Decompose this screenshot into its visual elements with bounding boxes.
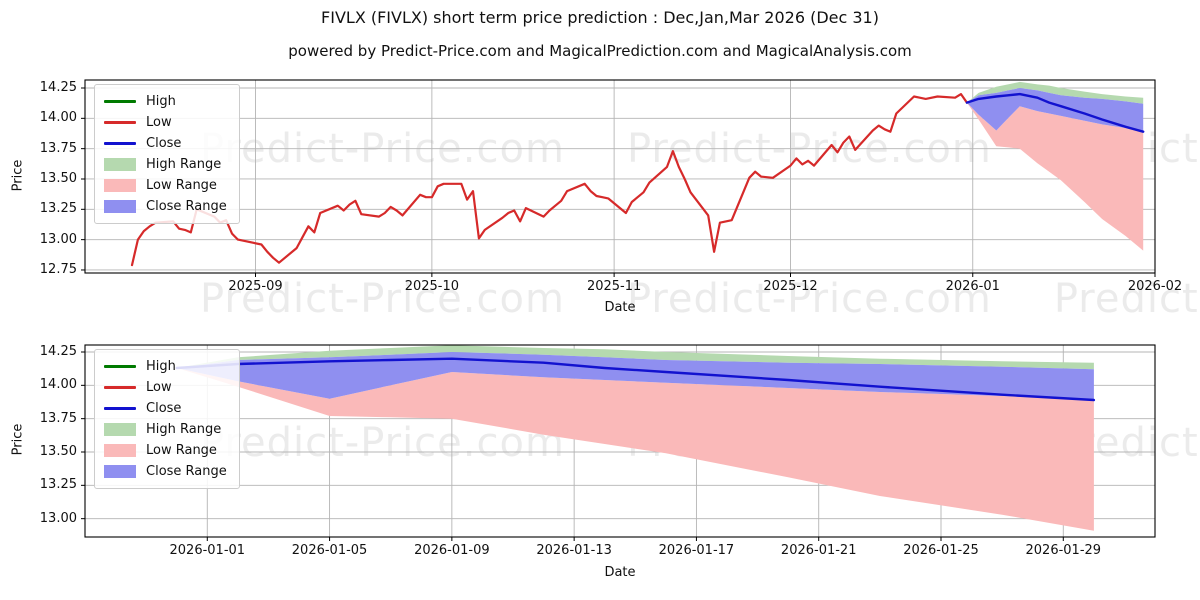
legend-item: Close: [104, 398, 227, 419]
legend-item-label: Close Range: [146, 199, 227, 214]
x-axis-label-date-top: Date: [604, 300, 636, 315]
legend-swatch-line: [104, 142, 136, 145]
chart-subtitle: powered by Predict-Price.com and Magical…: [288, 42, 912, 60]
legend-item: High Range: [104, 154, 227, 175]
legend-swatch-line: [104, 121, 136, 124]
x-tick-label: 2026-02: [1127, 279, 1183, 294]
y-tick-label: 13.75: [39, 140, 77, 156]
x-tick-label: 2026-01-25: [903, 543, 979, 558]
x-axis-label-date-bottom: Date: [604, 565, 636, 580]
y-axis-label-price-top: Price: [10, 159, 26, 192]
legend-bottom: High Low Close High Range Low Range Close Ran…: [94, 349, 240, 489]
chart-title: FIVLX (FIVLX) short term price predictio…: [321, 8, 879, 27]
legend-swatch-line: [104, 365, 136, 368]
y-tick-label: 13.50: [39, 444, 77, 459]
y-tick-label: 13.25: [39, 201, 77, 217]
legend-swatch-line: [104, 407, 136, 410]
legend-item: Close Range: [104, 196, 227, 217]
x-tick-label: 2026-01-13: [536, 543, 612, 558]
x-tick-label: 2026-01: [945, 279, 1000, 294]
legend-item-label: Low Range: [146, 178, 217, 193]
legend-swatch-patch: [104, 465, 136, 478]
legend-item-label: Close Range: [146, 464, 227, 479]
legend-swatch-patch: [104, 179, 136, 192]
legend-swatch-patch: [104, 423, 136, 436]
price-history-plot: [81, 79, 1156, 277]
x-tick-label: 2025-11: [586, 279, 642, 294]
legend-item-label: High: [146, 94, 176, 109]
x-tick-label: 2026-01-05: [291, 543, 368, 558]
x-tick-label: 2025-09: [228, 279, 283, 294]
y-tick-label: 14.00: [39, 377, 77, 393]
legend-top: High Low Close High Range Low Range Close Ran…: [94, 84, 240, 224]
legend-item: Close Range: [104, 461, 227, 482]
y-tick-label: 14.25: [39, 80, 77, 95]
legend-item: High: [104, 91, 227, 112]
legend-item-label: Low Range: [146, 443, 217, 458]
x-tick-label: 2026-01-17: [658, 543, 735, 558]
legend-swatch-patch: [104, 158, 136, 171]
legend-item: Low Range: [104, 175, 227, 196]
y-tick-label: 13.00: [39, 231, 77, 247]
legend-item-label: Close: [146, 401, 182, 416]
legend-item: Low: [104, 112, 227, 133]
legend-item: Close: [104, 133, 227, 154]
x-tick-label: 2026-01-21: [780, 543, 857, 558]
legend-swatch-patch: [104, 200, 136, 213]
legend-item-label: High: [146, 359, 176, 374]
legend-item-label: Low: [146, 380, 172, 395]
legend-item-label: High Range: [146, 157, 222, 172]
y-tick-label: 12.75: [39, 261, 77, 277]
x-tick-label: 2026-01-09: [414, 543, 490, 558]
y-tick-label: 13.00: [39, 510, 77, 526]
y-tick-label: 14.25: [39, 344, 77, 359]
x-tick-label: 2025-10: [404, 279, 460, 294]
forecast-detail-plot: [81, 344, 1156, 541]
y-tick-label: 13.50: [39, 170, 77, 186]
x-tick-label: 2026-01-29: [1025, 543, 1102, 558]
legend-swatch-line: [104, 386, 136, 389]
x-tick-label: 2025-12: [763, 279, 818, 294]
legend-swatch-line: [104, 100, 136, 103]
legend-item-label: High Range: [146, 422, 222, 437]
legend-item: High Range: [104, 419, 227, 440]
y-axis-label-price-bottom: Price: [10, 423, 26, 456]
x-tick-label: 2026-01-01: [169, 543, 246, 558]
y-tick-label: 13.25: [39, 477, 77, 493]
legend-item-label: Low: [146, 115, 172, 130]
legend-item: Low: [104, 377, 227, 398]
legend-item-label: Close: [146, 136, 182, 151]
legend-item: Low Range: [104, 440, 227, 461]
legend-swatch-patch: [104, 444, 136, 457]
y-tick-label: 13.75: [39, 410, 77, 426]
y-tick-label: 14.00: [39, 110, 77, 126]
legend-item: High: [104, 356, 227, 377]
